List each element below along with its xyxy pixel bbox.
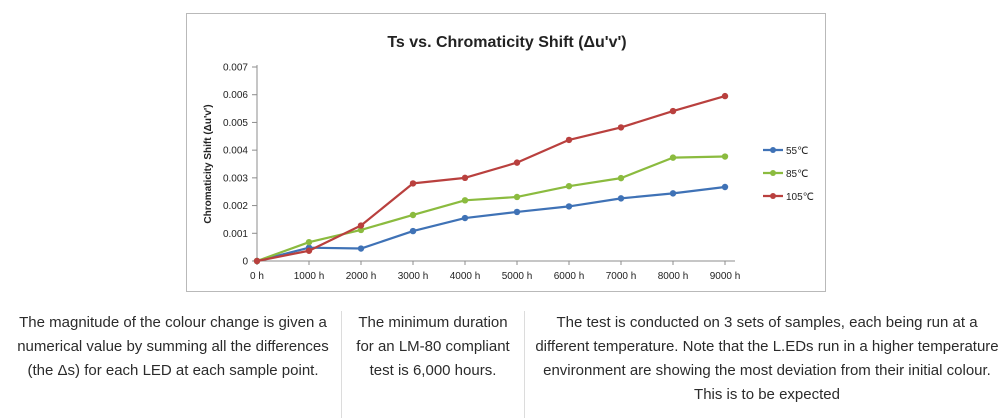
data-point — [565, 182, 573, 190]
data-point — [461, 174, 469, 182]
x-tick-label: 7000 h — [606, 271, 637, 282]
data-point — [617, 195, 625, 202]
x-tick-label: 6000 h — [554, 271, 585, 282]
y-tick-label: 0.005 — [223, 118, 248, 129]
data-point — [305, 247, 313, 254]
data-point — [461, 197, 469, 204]
caption-minimum-duration: The minimum duration for an LM-80 compli… — [356, 314, 510, 379]
data-point — [513, 159, 521, 166]
axes — [256, 65, 735, 262]
data-point — [409, 180, 417, 187]
data-point — [721, 92, 729, 100]
legend-marker — [770, 147, 776, 153]
chart-title: Ts vs. Chromaticity Shift (Δu'v') — [387, 34, 626, 51]
column-divider — [524, 311, 525, 418]
data-point — [669, 107, 677, 115]
series-line — [256, 95, 726, 263]
legend-label: 55℃ — [786, 146, 808, 157]
data-point — [617, 124, 625, 131]
y-tick-label: 0.003 — [223, 173, 248, 184]
y-tick-label: 0.007 — [223, 63, 248, 74]
data-point — [565, 136, 573, 144]
x-tick-label: 2000 h — [346, 271, 377, 282]
data-point — [305, 238, 313, 246]
legend-label: 85℃ — [786, 169, 808, 180]
x-ticks: 0 h 1000 h 2000 h 3000 h 4000 h 5000 h 6000 h 7… — [250, 261, 740, 282]
data-point — [721, 153, 729, 160]
data-point — [721, 183, 729, 191]
column-divider — [341, 311, 342, 418]
data-point — [357, 222, 365, 229]
y-tick-label: 0.002 — [223, 201, 248, 212]
series-line — [256, 185, 726, 263]
data-point — [357, 226, 365, 234]
y-ticks: 0 0.001 0.002 0.003 0.004 0.005 0.006 0.007 — [223, 63, 257, 268]
chromaticity-chart: Ts vs. Chromaticity Shift (Δu'v') Chroma… — [203, 34, 814, 282]
caption-colour-change: The magnitude of the colour change is gi… — [17, 314, 329, 379]
data-point — [513, 208, 521, 216]
x-tick-label: 5000 h — [502, 271, 533, 282]
x-tick-label: 4000 h — [450, 271, 481, 282]
legend: 55℃ 85℃ 105℃ — [763, 146, 814, 203]
data-point — [669, 190, 677, 197]
data-point — [513, 193, 521, 201]
x-tick-label: 8000 h — [658, 271, 689, 282]
data-point — [565, 203, 573, 210]
x-tick-label: 9000 h — [710, 271, 741, 282]
data-point — [617, 174, 625, 182]
data-point — [357, 245, 365, 252]
y-tick-label: 0 — [242, 257, 248, 268]
data-point — [409, 227, 417, 235]
y-tick-label: 0.004 — [223, 146, 248, 157]
chart-frame: Ts vs. Chromaticity Shift (Δu'v') Chroma… — [186, 13, 826, 292]
legend-marker — [770, 193, 776, 199]
data-point — [669, 154, 677, 161]
data-point — [461, 214, 469, 222]
caption-test-setup: The test is conducted on 3 sets of sampl… — [535, 314, 999, 403]
series-line — [256, 155, 726, 263]
series-group — [253, 92, 729, 265]
y-tick-label: 0.006 — [223, 90, 248, 101]
x-tick-label: 3000 h — [398, 271, 429, 282]
data-point — [409, 211, 417, 219]
x-tick-label: 1000 h — [294, 271, 325, 282]
legend-marker — [770, 170, 776, 176]
x-tick-label: 0 h — [250, 271, 264, 282]
y-axis-label: Chromaticity Shift (Δu'v') — [203, 104, 214, 223]
y-tick-label: 0.001 — [223, 229, 248, 240]
legend-label: 105℃ — [786, 192, 814, 203]
data-point — [253, 257, 261, 265]
